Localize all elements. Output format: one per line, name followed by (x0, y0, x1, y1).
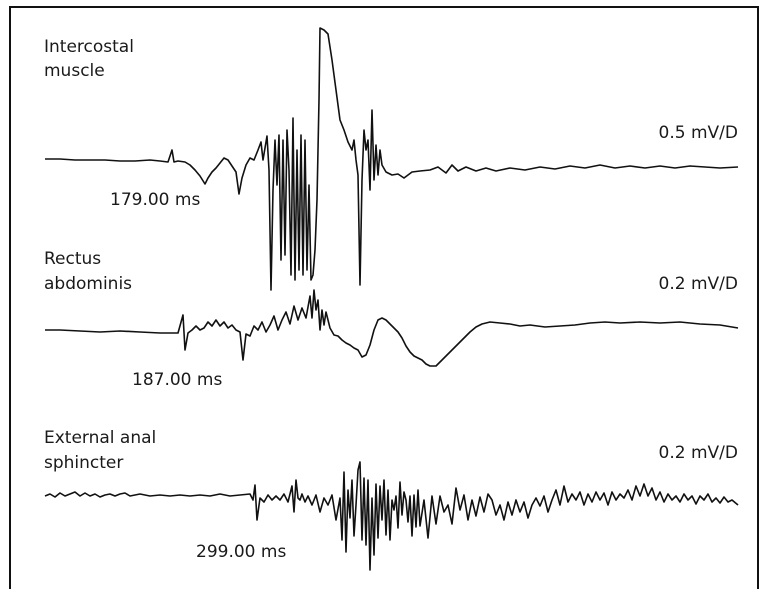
trace-3-muscle-label-line2: sphincter (44, 453, 123, 473)
trace-3-scale-label: 0.2 mV/D (659, 443, 738, 463)
trace-3-muscle-label-line1: External anal (44, 428, 156, 448)
trace-2-scale-label: 0.2 mV/D (659, 274, 738, 294)
trace-2-muscle-label-line2: abdominis (44, 274, 132, 294)
trace-2-waveform (45, 289, 739, 367)
trace-1-muscle-label-line2: muscle (44, 61, 105, 81)
emg-figure-frame (9, 6, 759, 589)
trace-1-latency-label: 179.00 ms (110, 190, 200, 210)
trace-1-scale-label: 0.5 mV/D (659, 123, 738, 143)
trace-2-latency-label: 187.00 ms (132, 370, 222, 390)
trace-1-waveform (45, 27, 739, 291)
trace-3-latency-label: 299.00 ms (196, 542, 286, 562)
trace-2-muscle-label-line1: Rectus (44, 249, 101, 269)
trace-1-muscle-label-line1: Intercostal (44, 37, 134, 57)
trace-3-waveform (44, 461, 739, 571)
